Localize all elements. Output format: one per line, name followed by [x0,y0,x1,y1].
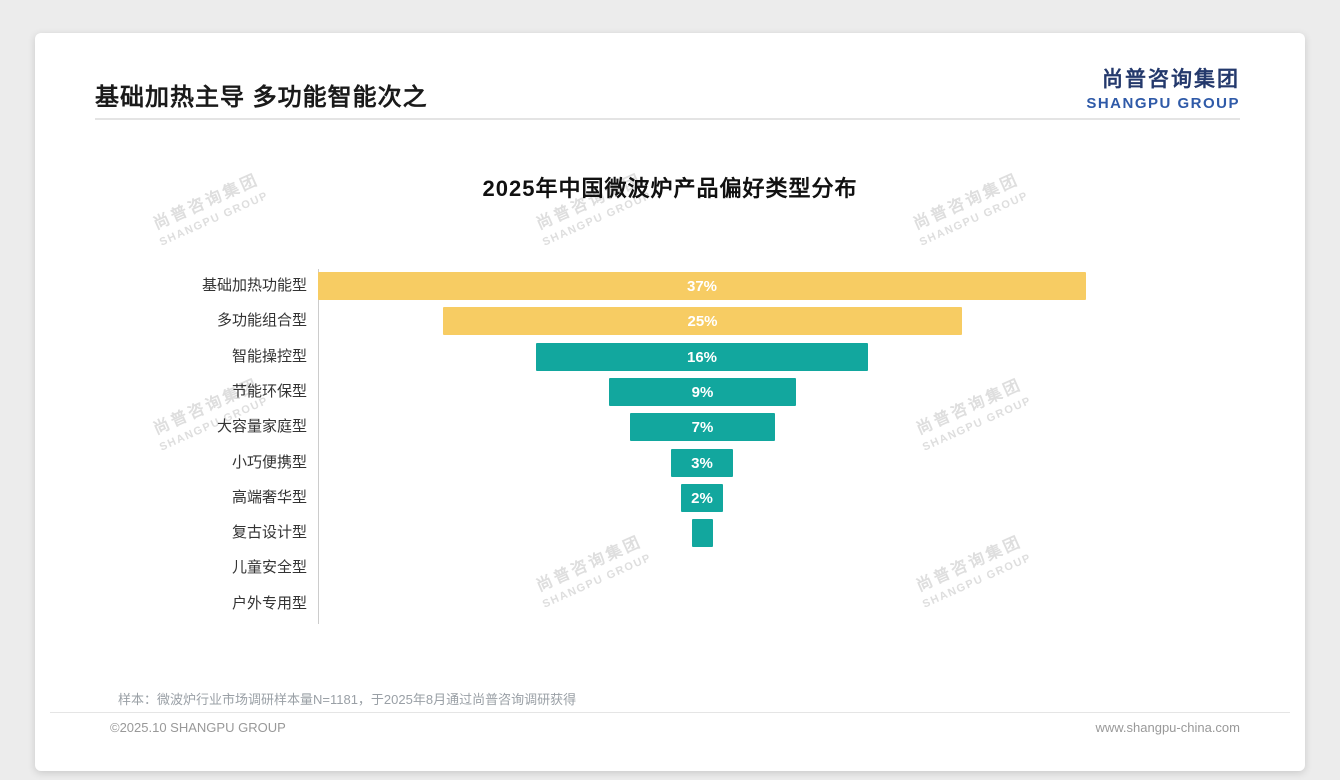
sample-note: 样本：微波炉行业市场调研样本量N=1181，于2025年8月通过尚普咨询调研获得 [118,692,577,707]
category-label: 智能操控型 [231,348,307,365]
bar-value-label: 16% [686,348,718,366]
website-text: www.shangpu-china.com [1095,720,1240,735]
chart-row: 多功能组合型 25% [35,307,1305,335]
category-label: 大容量家庭型 [216,418,307,435]
category-label: 基础加热功能型 [201,277,307,294]
chart-row: 儿童安全型 [35,554,1305,582]
category-label: 多功能组合型 [216,312,307,329]
bar [692,519,713,547]
y-axis-line [318,269,319,624]
chart-row: 小巧便携型 3% [35,449,1305,477]
header-divider [95,118,1240,120]
footer: ©2025.10 SHANGPU GROUP www.shangpu-china… [110,720,1240,735]
bar-value-label: 7% [691,418,714,436]
category-label: 儿童安全型 [231,559,307,576]
logo: 尚普咨询集团 SHANGPU GROUP [1086,63,1240,112]
logo-cn-text: 尚普咨询集团 [1102,68,1240,91]
chart-row: 高端奢华型 2% [35,484,1305,512]
bar: 16% [536,343,868,371]
bar-value-label: 25% [687,312,718,330]
chart-row: 智能操控型 16% [35,343,1305,371]
category-label: 户外专用型 [231,595,307,612]
category-label: 高端奢华型 [231,489,307,506]
page-title: 基础加热主导 多功能智能次之 [95,84,428,111]
bar-value-label: 3% [691,454,713,472]
bar: 2% [681,484,723,512]
bar-value-label: 2% [691,489,713,507]
bar: 7% [630,413,775,441]
bar: 25% [443,307,962,335]
bar-chart: 基础加热功能型 37% 多功能组合型 25% 智能操控型 16% 节能环保型 9% 大容量家庭型… [35,269,1305,642]
logo-en-text: SHANGPU GROUP [1086,95,1240,112]
bar-value-label: 37% [686,277,718,295]
bar: 3% [671,449,733,477]
bar: 9% [609,378,796,406]
category-label: 复古设计型 [231,524,307,541]
bar: 37% [318,272,1086,300]
copyright-text: ©2025.10 SHANGPU GROUP [110,720,286,735]
slide-card: 尚普咨询集团 SHANGPU GROUP 尚普咨询集团 SHANGPU GROUP 尚普… [35,33,1305,771]
category-label: 节能环保型 [231,383,307,400]
chart-row: 大容量家庭型 7% [35,413,1305,441]
chart-row: 基础加热功能型 37% [35,272,1305,300]
bar-value-label: 9% [691,383,714,401]
chart-row: 复古设计型 [35,519,1305,547]
footer-divider [50,712,1290,713]
category-label: 小巧便携型 [231,454,307,471]
chart-row: 节能环保型 9% [35,378,1305,406]
chart-row: 户外专用型 [35,590,1305,618]
chart-title: 2025年中国微波炉产品偏好类型分布 [482,176,858,201]
